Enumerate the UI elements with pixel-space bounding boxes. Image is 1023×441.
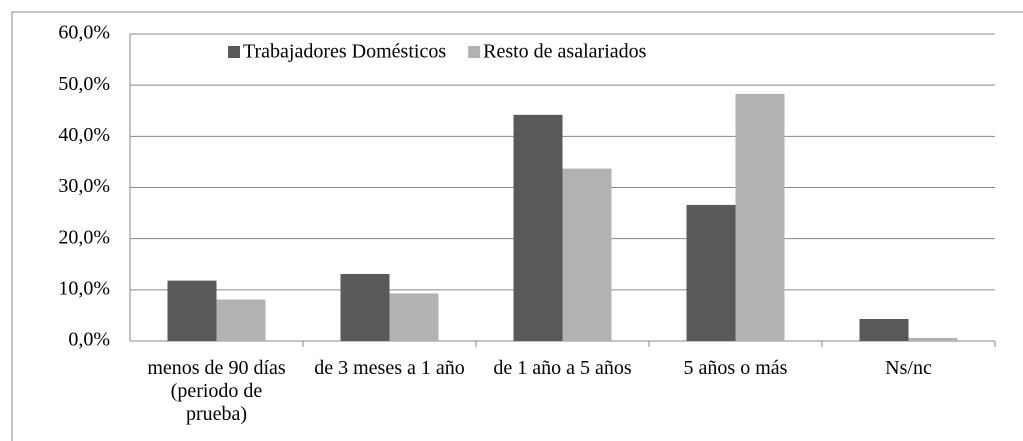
chart-frame <box>11 11 1023 441</box>
bar <box>735 93 785 342</box>
bar <box>908 337 958 341</box>
legend-swatch <box>228 46 240 58</box>
x-tick-label: Ns/nc <box>885 357 932 379</box>
legend-label: Resto de asalariados <box>483 41 646 63</box>
bar <box>216 299 266 341</box>
bar <box>389 293 439 341</box>
legend-swatch <box>468 46 481 58</box>
legend-label: Trabajadores Domésticos <box>243 41 446 63</box>
bar <box>562 168 612 341</box>
y-tick-label: 20,0% <box>58 226 110 248</box>
bar <box>340 273 390 341</box>
x-tick-label: de 1 año a 5 años <box>493 357 632 379</box>
bar <box>686 204 736 341</box>
y-tick-label: 30,0% <box>58 175 110 197</box>
y-tick-label: 50,0% <box>58 73 110 95</box>
y-tick-label: 60,0% <box>58 22 110 44</box>
x-tick-label: 5 años o más <box>683 357 788 379</box>
bar <box>859 318 909 341</box>
bar <box>167 280 217 341</box>
bar <box>513 114 563 342</box>
y-tick-label: 40,0% <box>58 124 110 146</box>
x-tick-label: menos de 90 días (periodo de prueba) <box>147 357 286 425</box>
y-tick-label: 0,0% <box>68 329 110 351</box>
x-tick-label: de 3 meses a 1 año <box>314 357 465 379</box>
y-tick-label: 10,0% <box>58 277 110 299</box>
